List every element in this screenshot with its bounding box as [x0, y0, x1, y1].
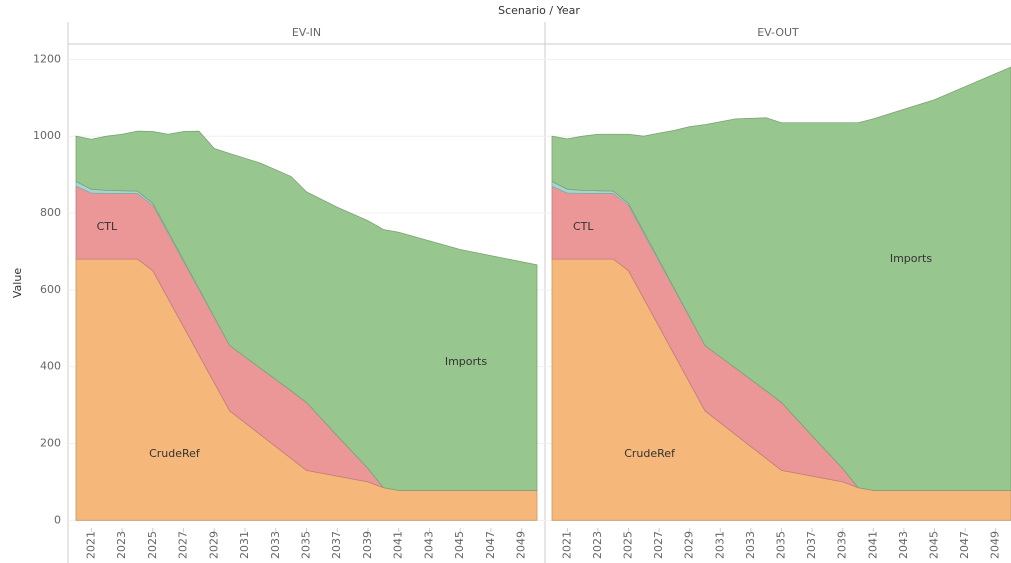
x-tick-label: 2045 [928, 531, 941, 559]
header: Scenario / Year [498, 4, 580, 17]
x-tick-label: 2043 [422, 531, 435, 559]
x-tick-label: 2033 [269, 531, 282, 559]
x-tick-label: 2045 [453, 531, 466, 559]
x-tick-label: 2029 [683, 531, 696, 559]
x-tick-label: 2039 [361, 531, 374, 559]
x-tick-label: 2025 [622, 531, 635, 559]
area-label: CTL [573, 220, 594, 233]
area [75, 130, 538, 491]
area-label: CrudeRef [149, 447, 201, 460]
x-tick-label: 2035 [300, 531, 313, 559]
area-label: CrudeRef [624, 447, 676, 460]
x-tick-label: 2021 [560, 531, 573, 559]
area-label: CTL [97, 220, 118, 233]
y-axis-label: Value [11, 268, 24, 298]
x-tick-label: 2035 [775, 531, 788, 559]
x-tick-label: 2027 [652, 531, 665, 559]
x-tick-label: 2037 [805, 531, 818, 559]
x-tick-label: 2023 [591, 531, 604, 559]
x-tick-label: 2041 [866, 531, 879, 559]
x-tick-label: 2049 [515, 531, 528, 559]
x-tick-label: 2031 [238, 531, 251, 559]
y-tick-label: 200 [40, 436, 61, 449]
x-tick-label: 2037 [330, 531, 343, 559]
y-tick-label: 1200 [33, 52, 61, 65]
x-tick-label: 2039 [836, 531, 849, 559]
panel-title: EV-OUT [757, 26, 799, 39]
x-tick-label: 2043 [897, 531, 910, 559]
x-tick-label: 2033 [744, 531, 757, 559]
area-label: Imports [445, 355, 488, 368]
x-tick-label: 2025 [146, 531, 159, 559]
x-tick-label: 2023 [115, 531, 128, 559]
x-tick-label: 2049 [989, 531, 1002, 559]
x-tick-label: 2041 [392, 531, 405, 559]
y-tick-label: 800 [40, 206, 61, 219]
panel-title: EV-IN [292, 26, 321, 39]
x-tick-label: 2031 [713, 531, 726, 559]
area [551, 66, 1011, 491]
y-tick-label: 400 [40, 360, 61, 373]
x-tick-label: 2029 [207, 531, 220, 559]
x-tick-label: 2021 [84, 531, 97, 559]
x-tick-label: 2027 [177, 531, 190, 559]
y-tick-label: 600 [40, 283, 61, 296]
x-tick-label: 2047 [484, 531, 497, 559]
y-tick-label: 1000 [33, 129, 61, 142]
y-tick-label: 0 [54, 513, 61, 526]
area-label: Imports [890, 252, 933, 265]
x-tick-label: 2047 [958, 531, 971, 559]
